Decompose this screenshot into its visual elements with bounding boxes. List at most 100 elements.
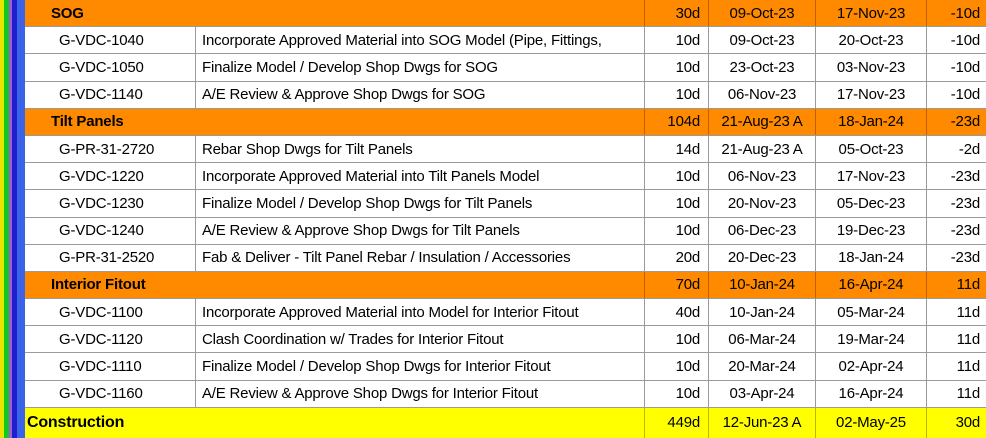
original-duration: 10d: [645, 163, 709, 190]
start-date: 03-Apr-24: [709, 380, 816, 407]
wbs-level-bar-green: [4, 0, 9, 438]
wbs-summary-row-construction[interactable]: Construction 449d 12-Jun-23 A 02-May-25 30d: [25, 407, 986, 438]
finish-date: 18-Jan-24: [816, 244, 927, 271]
total-float: -10d: [950, 58, 980, 76]
activity-row[interactable]: G-VDC-1120 Clash Coordination w/ Trades f…: [25, 326, 986, 354]
finish-date: 02-Apr-24: [816, 353, 927, 380]
activity-id: G-VDC-1050: [25, 54, 196, 81]
original-duration: 449d: [645, 407, 709, 438]
start-date: 09-Oct-23: [709, 27, 816, 54]
finish-date: 17-Nov-23: [816, 81, 927, 108]
original-duration: 14d: [645, 135, 709, 163]
finish-date: 16-Apr-24: [816, 271, 927, 299]
activity-row[interactable]: G-VDC-1230 Finalize Model / Develop Shop …: [25, 190, 986, 218]
total-float: -23d: [950, 113, 980, 131]
start-date: 10-Jan-24: [709, 271, 816, 299]
activity-id: G-PR-31-2720: [25, 135, 196, 163]
start-date: 20-Dec-23: [709, 244, 816, 271]
total-float: 11d: [956, 358, 981, 376]
wbs-name: Construction: [13, 407, 645, 438]
total-float: -23d: [950, 249, 980, 267]
wbs-name: Tilt Panels: [25, 108, 645, 135]
finish-date: 16-Apr-24: [816, 380, 927, 407]
activity-id: G-VDC-1120: [25, 326, 196, 353]
wbs-summary-row[interactable]: SOG 30d 09-Oct-23 17-Nov-23 -10d: [25, 0, 986, 28]
start-date: 12-Jun-23 A: [709, 407, 816, 438]
start-date: 20-Nov-23: [709, 190, 816, 217]
original-duration: 10d: [645, 326, 709, 353]
total-float: 30d: [955, 414, 981, 432]
activity-row[interactable]: G-VDC-1110 Finalize Model / Develop Shop …: [25, 353, 986, 381]
activity-row[interactable]: G-VDC-1140 A/E Review & Approve Shop Dwgs…: [25, 81, 986, 109]
wbs-summary-row[interactable]: Tilt Panels 104d 21-Aug-23 A 18-Jan-24 -23d: [25, 108, 986, 136]
wbs-level-bar-blue-light: [17, 0, 25, 438]
start-date: 21-Aug-23 A: [709, 135, 816, 163]
activity-row[interactable]: G-VDC-1040 Incorporate Approved Material …: [25, 27, 986, 55]
activity-name: Incorporate Approved Material into SOG M…: [196, 27, 645, 54]
finish-date: 05-Oct-23: [816, 135, 927, 163]
activity-id: G-VDC-1240: [25, 217, 196, 244]
activity-row[interactable]: G-PR-31-2520 Fab & Deliver - Tilt Panel R…: [25, 244, 986, 272]
finish-date: 19-Dec-23: [816, 217, 927, 244]
activity-name: A/E Review & Approve Shop Dwgs for SOG: [196, 81, 645, 108]
activity-name: A/E Review & Approve Shop Dwgs for Tilt …: [196, 217, 645, 244]
original-duration: 10d: [645, 380, 709, 407]
wbs-summary-row[interactable]: Interior Fitout 70d 10-Jan-24 16-Apr-24 11d: [25, 271, 986, 300]
activity-id: G-VDC-1230: [25, 190, 196, 217]
activity-row[interactable]: G-VDC-1220 Incorporate Approved Material …: [25, 163, 986, 191]
activity-row[interactable]: G-VDC-1240 A/E Review & Approve Shop Dwgs…: [25, 217, 986, 245]
original-duration: 104d: [645, 108, 709, 135]
start-date: 06-Mar-24: [709, 326, 816, 353]
schedule-grid: SOG 30d 09-Oct-23 17-Nov-23 -10d G-VDC-1040 In…: [25, 0, 986, 438]
finish-date: 20-Oct-23: [816, 27, 927, 54]
total-float: -23d: [950, 222, 980, 240]
activity-row[interactable]: G-VDC-1050 Finalize Model / Develop Shop …: [25, 54, 986, 82]
activity-name: Finalize Model / Develop Shop Dwgs for T…: [196, 190, 645, 217]
finish-date: 18-Jan-24: [816, 108, 927, 135]
activity-name: Incorporate Approved Material into Tilt …: [196, 163, 645, 190]
activity-name: Clash Coordination w/ Trades for Interio…: [196, 326, 645, 353]
activity-name: A/E Review & Approve Shop Dwgs for Inter…: [196, 380, 645, 407]
activity-name: Finalize Model / Develop Shop Dwgs for S…: [196, 54, 645, 81]
original-duration: 10d: [645, 190, 709, 217]
total-float: -2d: [958, 140, 980, 158]
original-duration: 40d: [645, 299, 709, 326]
total-float: -23d: [950, 194, 980, 212]
start-date: 21-Aug-23 A: [709, 108, 816, 135]
original-duration: 10d: [645, 54, 709, 81]
finish-date: 05-Mar-24: [816, 299, 927, 326]
total-float: 11d: [956, 303, 981, 321]
finish-date: 19-Mar-24: [816, 326, 927, 353]
original-duration: 30d: [645, 0, 709, 27]
wbs-name: SOG: [25, 0, 645, 27]
finish-date: 17-Nov-23: [816, 163, 927, 190]
start-date: 06-Nov-23: [709, 163, 816, 190]
total-float: -23d: [950, 167, 980, 185]
original-duration: 70d: [645, 271, 709, 299]
start-date: 23-Oct-23: [709, 54, 816, 81]
activity-id: G-VDC-1160: [25, 380, 196, 407]
activity-id: G-VDC-1110: [25, 353, 196, 380]
start-date: 06-Nov-23: [709, 81, 816, 108]
finish-date: 17-Nov-23: [816, 0, 927, 27]
start-date: 06-Dec-23: [709, 217, 816, 244]
finish-date: 03-Nov-23: [816, 54, 927, 81]
activity-id: G-VDC-1100: [25, 299, 196, 326]
original-duration: 10d: [645, 353, 709, 380]
activity-name: Finalize Model / Develop Shop Dwgs for I…: [196, 353, 645, 380]
total-float: -10d: [950, 4, 980, 22]
activity-id: G-VDC-1040: [25, 27, 196, 54]
wbs-level-bar-blue: [12, 0, 17, 438]
activity-row[interactable]: G-VDC-1160 A/E Review & Approve Shop Dwgs…: [25, 380, 986, 408]
total-float: -10d: [950, 31, 980, 49]
total-float: 11d: [956, 330, 981, 348]
activity-row[interactable]: G-PR-31-2720 Rebar Shop Dwgs for Tilt Pan…: [25, 135, 986, 164]
activity-row[interactable]: G-VDC-1100 Incorporate Approved Material …: [25, 299, 986, 327]
original-duration: 20d: [645, 244, 709, 271]
activity-id: G-VDC-1220: [25, 163, 196, 190]
original-duration: 10d: [645, 27, 709, 54]
original-duration: 10d: [645, 81, 709, 108]
total-float: 11d: [956, 276, 981, 294]
wbs-level-bar-purple: [9, 0, 12, 438]
activity-id: G-PR-31-2520: [25, 244, 196, 271]
